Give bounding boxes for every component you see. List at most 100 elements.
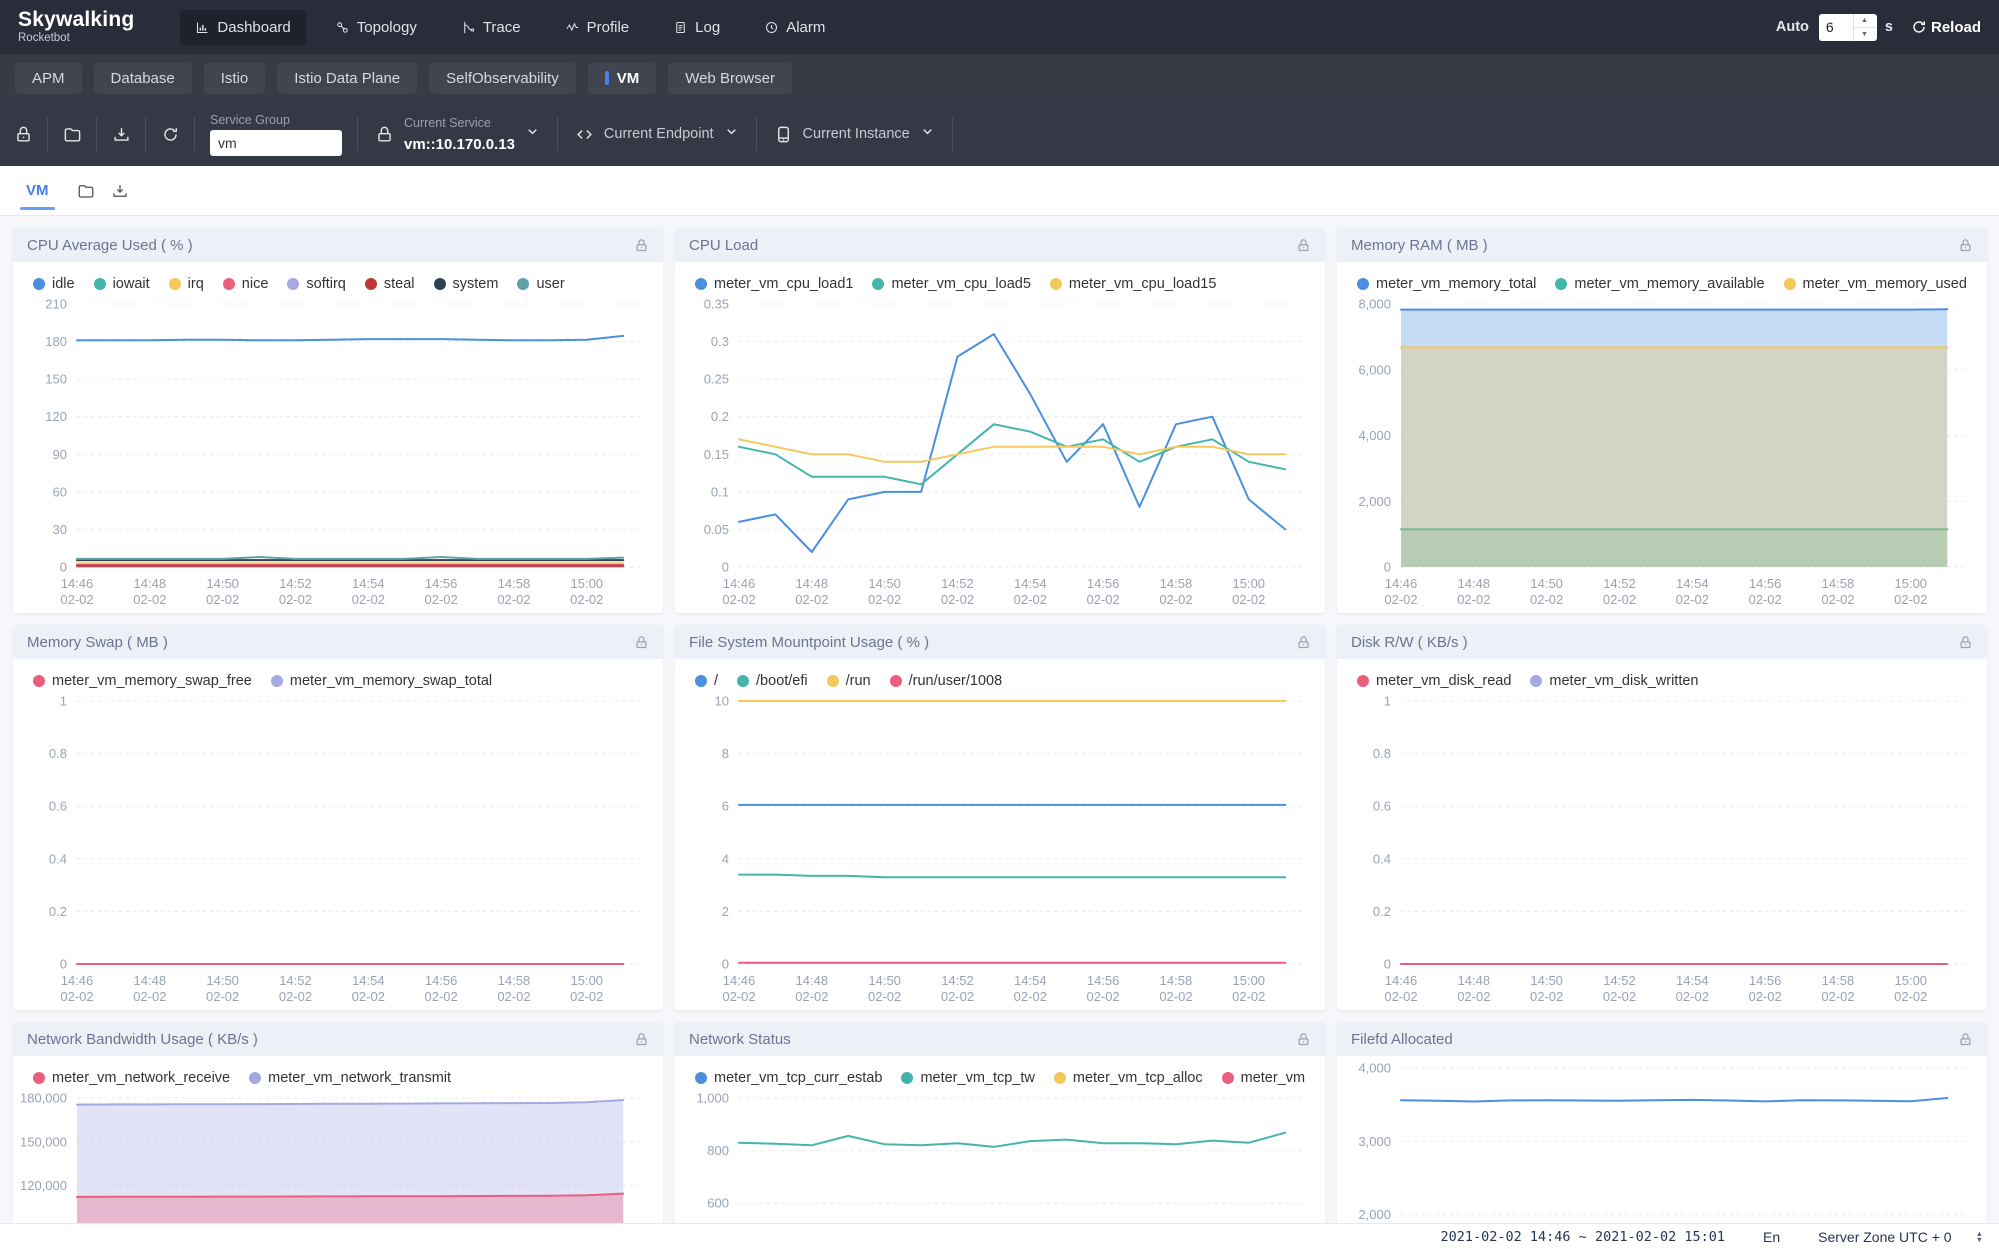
nav-item-topology[interactable]: Topology <box>320 10 432 45</box>
legend-item[interactable]: meter_vm_disk_read <box>1357 673 1511 689</box>
svg-text:150: 150 <box>45 372 67 387</box>
legend-item[interactable]: meter_vm_network_receive <box>33 1070 230 1086</box>
tab-vm[interactable]: VM <box>24 166 51 215</box>
legend-dot <box>434 278 446 290</box>
legend-dot <box>1530 675 1542 687</box>
legend-label: steal <box>384 276 415 292</box>
auto-stepper[interactable]: ▲▼ <box>1853 14 1875 41</box>
panel-header: File System Mountpoint Usage ( % ) <box>675 625 1325 659</box>
legend-item[interactable]: meter_vm_tcp_tw <box>901 1070 1034 1086</box>
legend-item[interactable]: meter_vm_memory_total <box>1357 276 1536 292</box>
reload-button[interactable]: Reload <box>1911 19 1981 36</box>
chart-area: 01,0002,0003,0004,00014:4602-0214:4802-0… <box>1337 1056 1987 1249</box>
panel-title: Memory RAM ( MB ) <box>1351 237 1488 254</box>
group-tab-vm[interactable]: VM <box>588 63 657 94</box>
legend-item[interactable]: meter_vm_memory_swap_total <box>271 673 492 689</box>
panel-lock-icon[interactable] <box>1296 635 1311 650</box>
download-icon[interactable] <box>106 119 136 149</box>
legend-item[interactable]: irq <box>169 276 204 292</box>
chart-svg: 00.20.40.60.8114:4602-0214:4802-0214:500… <box>13 689 663 1010</box>
svg-text:4,000: 4,000 <box>1358 428 1391 443</box>
legend-dot <box>1555 278 1567 290</box>
legend-item[interactable]: steal <box>365 276 415 292</box>
legend-item[interactable]: user <box>517 276 564 292</box>
legend-dot <box>901 1072 913 1084</box>
nav-item-log[interactable]: Log <box>658 10 735 45</box>
legend-item[interactable]: system <box>434 276 499 292</box>
svg-text:0: 0 <box>722 957 729 972</box>
divider <box>145 117 146 151</box>
auto-interval-input[interactable] <box>1819 14 1853 41</box>
group-tab-istio-data-plane[interactable]: Istio Data Plane <box>277 63 417 94</box>
panel-lock-icon[interactable] <box>1296 238 1311 253</box>
legend-label: meter_vm_memory_used <box>1803 276 1967 292</box>
legend-item[interactable]: meter_vm_cpu_load5 <box>872 276 1030 292</box>
group-tab-database[interactable]: Database <box>94 63 192 94</box>
divider <box>47 117 48 151</box>
legend-dot <box>695 1072 707 1084</box>
group-tab-istio[interactable]: Istio <box>204 63 266 94</box>
legend-item[interactable]: meter_vm_memory_available <box>1555 276 1764 292</box>
panel-lock-icon[interactable] <box>1958 238 1973 253</box>
svg-text:15:00: 15:00 <box>1233 576 1266 591</box>
nav-item-alarm[interactable]: Alarm <box>749 10 840 45</box>
svg-text:14:56: 14:56 <box>425 576 458 591</box>
panel-lock-icon[interactable] <box>634 238 649 253</box>
svg-text:0.8: 0.8 <box>49 746 67 761</box>
group-tab-web-browser[interactable]: Web Browser <box>668 63 792 94</box>
nav-item-dashboard[interactable]: Dashboard <box>180 10 305 45</box>
panel-header: Network Bandwidth Usage ( KB/s ) <box>13 1022 663 1056</box>
legend-label: /run/user/1008 <box>909 673 1003 689</box>
legend-item[interactable]: meter_vm_cpu_load15 <box>1050 276 1217 292</box>
service-lock-icon <box>375 125 394 144</box>
chart-panel: Filefd Allocated 01,0002,0003,0004,00014… <box>1337 1022 1987 1249</box>
panel-lock-icon[interactable] <box>1958 1032 1973 1047</box>
folder-icon[interactable] <box>57 119 87 149</box>
refresh-icon[interactable] <box>155 119 185 149</box>
tab-download-icon[interactable] <box>111 182 129 200</box>
legend-label: meter_vm_memory_total <box>1376 276 1536 292</box>
svg-text:0.1: 0.1 <box>711 484 729 499</box>
current-service-select[interactable]: Current Service vm::10.170.0.13 <box>375 116 540 153</box>
legend-item[interactable]: meter_vm_network_transmit <box>249 1070 451 1086</box>
current-endpoint-select[interactable]: Current Endpoint <box>575 124 739 144</box>
legend-item[interactable]: meter_vm_memory_swap_free <box>33 673 252 689</box>
chart-area: 02,0004,0006,0008,00014:4602-0214:4802-0… <box>1337 292 1987 613</box>
legend-item[interactable]: /boot/efi <box>737 673 808 689</box>
legend-item[interactable]: meter_vm_disk_written <box>1530 673 1698 689</box>
legend-item[interactable]: idle <box>33 276 75 292</box>
chart-area: 00.050.10.150.20.250.30.3514:4602-0214:4… <box>675 292 1325 613</box>
panel-lock-icon[interactable] <box>1296 1032 1311 1047</box>
nav-item-profile[interactable]: Profile <box>550 10 645 45</box>
svg-text:800: 800 <box>707 1143 729 1158</box>
legend-label: meter_vm_network_receive <box>52 1070 230 1086</box>
tab-folder-icon[interactable] <box>77 182 95 200</box>
alarm-icon <box>764 20 779 35</box>
service-group-input[interactable] <box>210 130 342 156</box>
timezone-stepper[interactable]: ▲▼ <box>1976 1231 1983 1243</box>
panel-lock-icon[interactable] <box>634 635 649 650</box>
legend-item[interactable]: meter_vm_tcp_alloc <box>1054 1070 1203 1086</box>
group-tab-selfobservability[interactable]: SelfObservability <box>429 63 576 94</box>
current-instance-select[interactable]: Current Instance <box>774 124 935 144</box>
legend-item[interactable]: meter_vm_tcp_curr_estab <box>695 1070 882 1086</box>
tab-actions <box>77 182 129 200</box>
legend-item[interactable]: meter_vm_cpu_load1 <box>695 276 853 292</box>
legend-item[interactable]: /run <box>827 673 871 689</box>
legend-item[interactable]: meter_vm_memory_used <box>1784 276 1967 292</box>
language-selector[interactable]: En <box>1763 1229 1780 1245</box>
panel-lock-icon[interactable] <box>1958 635 1973 650</box>
svg-text:14:54: 14:54 <box>352 973 385 988</box>
group-tab-apm[interactable]: APM <box>15 63 82 94</box>
nav-item-trace[interactable]: Trace <box>446 10 536 45</box>
lock-icon[interactable] <box>8 119 38 149</box>
divider <box>194 117 195 151</box>
legend-item[interactable]: meter_vm <box>1222 1070 1305 1086</box>
legend-item[interactable]: iowait <box>94 276 150 292</box>
brand: Skywalking Rocketbot <box>18 9 134 45</box>
panel-lock-icon[interactable] <box>634 1032 649 1047</box>
legend-item[interactable]: /run/user/1008 <box>890 673 1003 689</box>
legend-item[interactable]: softirq <box>287 276 346 292</box>
legend-item[interactable]: nice <box>223 276 269 292</box>
legend-item[interactable]: / <box>695 673 718 689</box>
